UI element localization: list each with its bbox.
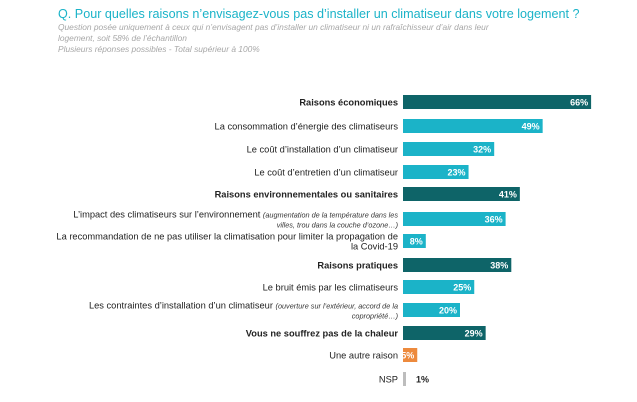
- bar-category-label-note: (ouverture sur l’extérieur, accord de la: [276, 302, 398, 311]
- bar-row: 36% L’impact des climatiseurs sur l’envir…: [73, 210, 506, 230]
- bar: [403, 119, 543, 133]
- bar: [403, 348, 418, 362]
- bar-category-label: La consommation d’énergie des climatiseu…: [215, 121, 399, 131]
- chart-note-line-3: Plusieurs réponses possibles - Total sup…: [58, 44, 260, 54]
- chart-question: Q. Pour quelles raisons n’envisagez-vous…: [58, 7, 580, 21]
- bar-value-label: 29%: [465, 328, 483, 338]
- bar-category-label-note-line-2: villes, trou dans la couche d’ozone…): [277, 221, 398, 230]
- bar: [403, 95, 592, 109]
- bar-value-label: 1%: [416, 374, 429, 384]
- bar-category-label: Raisons environnementales ou sanitaires: [215, 189, 398, 199]
- bar-category-label: Raisons pratiques: [317, 260, 398, 270]
- chart-note-line-1: Question posée uniquement à ceux qui n’e…: [58, 22, 489, 32]
- bar-row: 8% La recommandation de ne pas utiliser l…: [56, 232, 426, 252]
- bar-category-label-note: (augmentation de la température dans les: [263, 211, 398, 220]
- bar-value-label: 8%: [410, 236, 423, 246]
- bar-category-label: NSP: [379, 374, 398, 384]
- bar-value-label: 5%: [401, 350, 414, 360]
- bar-value-label: 66%: [570, 97, 588, 107]
- chart-header: Q. Pour quelles raisons n’envisagez-vous…: [58, 6, 633, 55]
- bar: [403, 280, 475, 294]
- bar: [403, 165, 469, 179]
- bar-value-label: 25%: [453, 282, 471, 292]
- bar-value-label: 32%: [473, 144, 491, 154]
- bar-category-label: Raisons économiques: [299, 97, 398, 107]
- bar: [403, 303, 460, 317]
- bar-category-label: Le bruit émis par les climatiseurs: [263, 282, 399, 292]
- bar: [403, 258, 512, 272]
- bar-category-label-main: Les contraintes d’installation d’un clim…: [89, 301, 276, 311]
- bar-category-label: Vous ne souffrez pas de la chaleur: [246, 328, 399, 338]
- bar-row: 29% Vous ne souffrez pas de la chaleur: [246, 326, 486, 340]
- bar-category-label-note-line-2: copropriété…): [352, 312, 398, 321]
- chart-note-line-2: logement, soit 58% de l’échantillon: [58, 33, 187, 43]
- bar: [403, 142, 495, 156]
- bar-row: 41% Raisons environnementales ou sanitair…: [215, 187, 520, 201]
- bar-category-label: Le coût d’entretien d’un climatiseur: [254, 167, 398, 177]
- bar-category-label: La recommandation de ne pas utiliser la …: [56, 232, 398, 242]
- bar-row: 5%Une autre raison: [329, 348, 418, 362]
- bar: [403, 212, 506, 226]
- bar-row: 25% Le bruit émis par les climatiseurs: [263, 280, 475, 294]
- bar-row: 49% La consommation d’énergie des climati…: [215, 119, 543, 133]
- bar-value-label: 20%: [439, 305, 457, 315]
- bar-category-label: Le coût d’installation d’un climatiseur: [247, 144, 398, 154]
- bar-category-label: L’impact des climatiseurs sur l’environn…: [73, 210, 398, 220]
- bar-row: 23% Le coût d’entretien d’un climatiseur: [254, 165, 469, 179]
- bar-value-label: 41%: [499, 189, 517, 199]
- bar-row: 1% NSP: [379, 372, 429, 386]
- bar: [403, 187, 520, 201]
- bar-row: 20% Les contraintes d’installation d’un c…: [89, 301, 460, 321]
- bar-value-label: 49%: [522, 121, 540, 131]
- bar-row: 66% Raisons économiques: [299, 95, 592, 109]
- bar-value-label: 36%: [485, 214, 503, 224]
- bar: [403, 234, 426, 248]
- bar-value-label: 38%: [490, 260, 508, 270]
- bar-row: 32% Le coût d’installation d’un climatise…: [247, 142, 495, 156]
- bar: [403, 372, 406, 386]
- chart-note: Question posée uniquement à ceux qui n’e…: [58, 22, 578, 55]
- bar-value-label: 23%: [448, 167, 466, 177]
- bar-category-label: Les contraintes d’installation d’un clim…: [89, 301, 398, 311]
- bar-category-label: Une autre raison: [329, 350, 398, 360]
- bar-category-label-main: L’impact des climatiseurs sur l’environn…: [73, 210, 263, 220]
- bar-category-label-line-2: la Covid-19: [351, 242, 398, 252]
- bar: [403, 326, 486, 340]
- bar-row: 38% Raisons pratiques: [317, 258, 512, 272]
